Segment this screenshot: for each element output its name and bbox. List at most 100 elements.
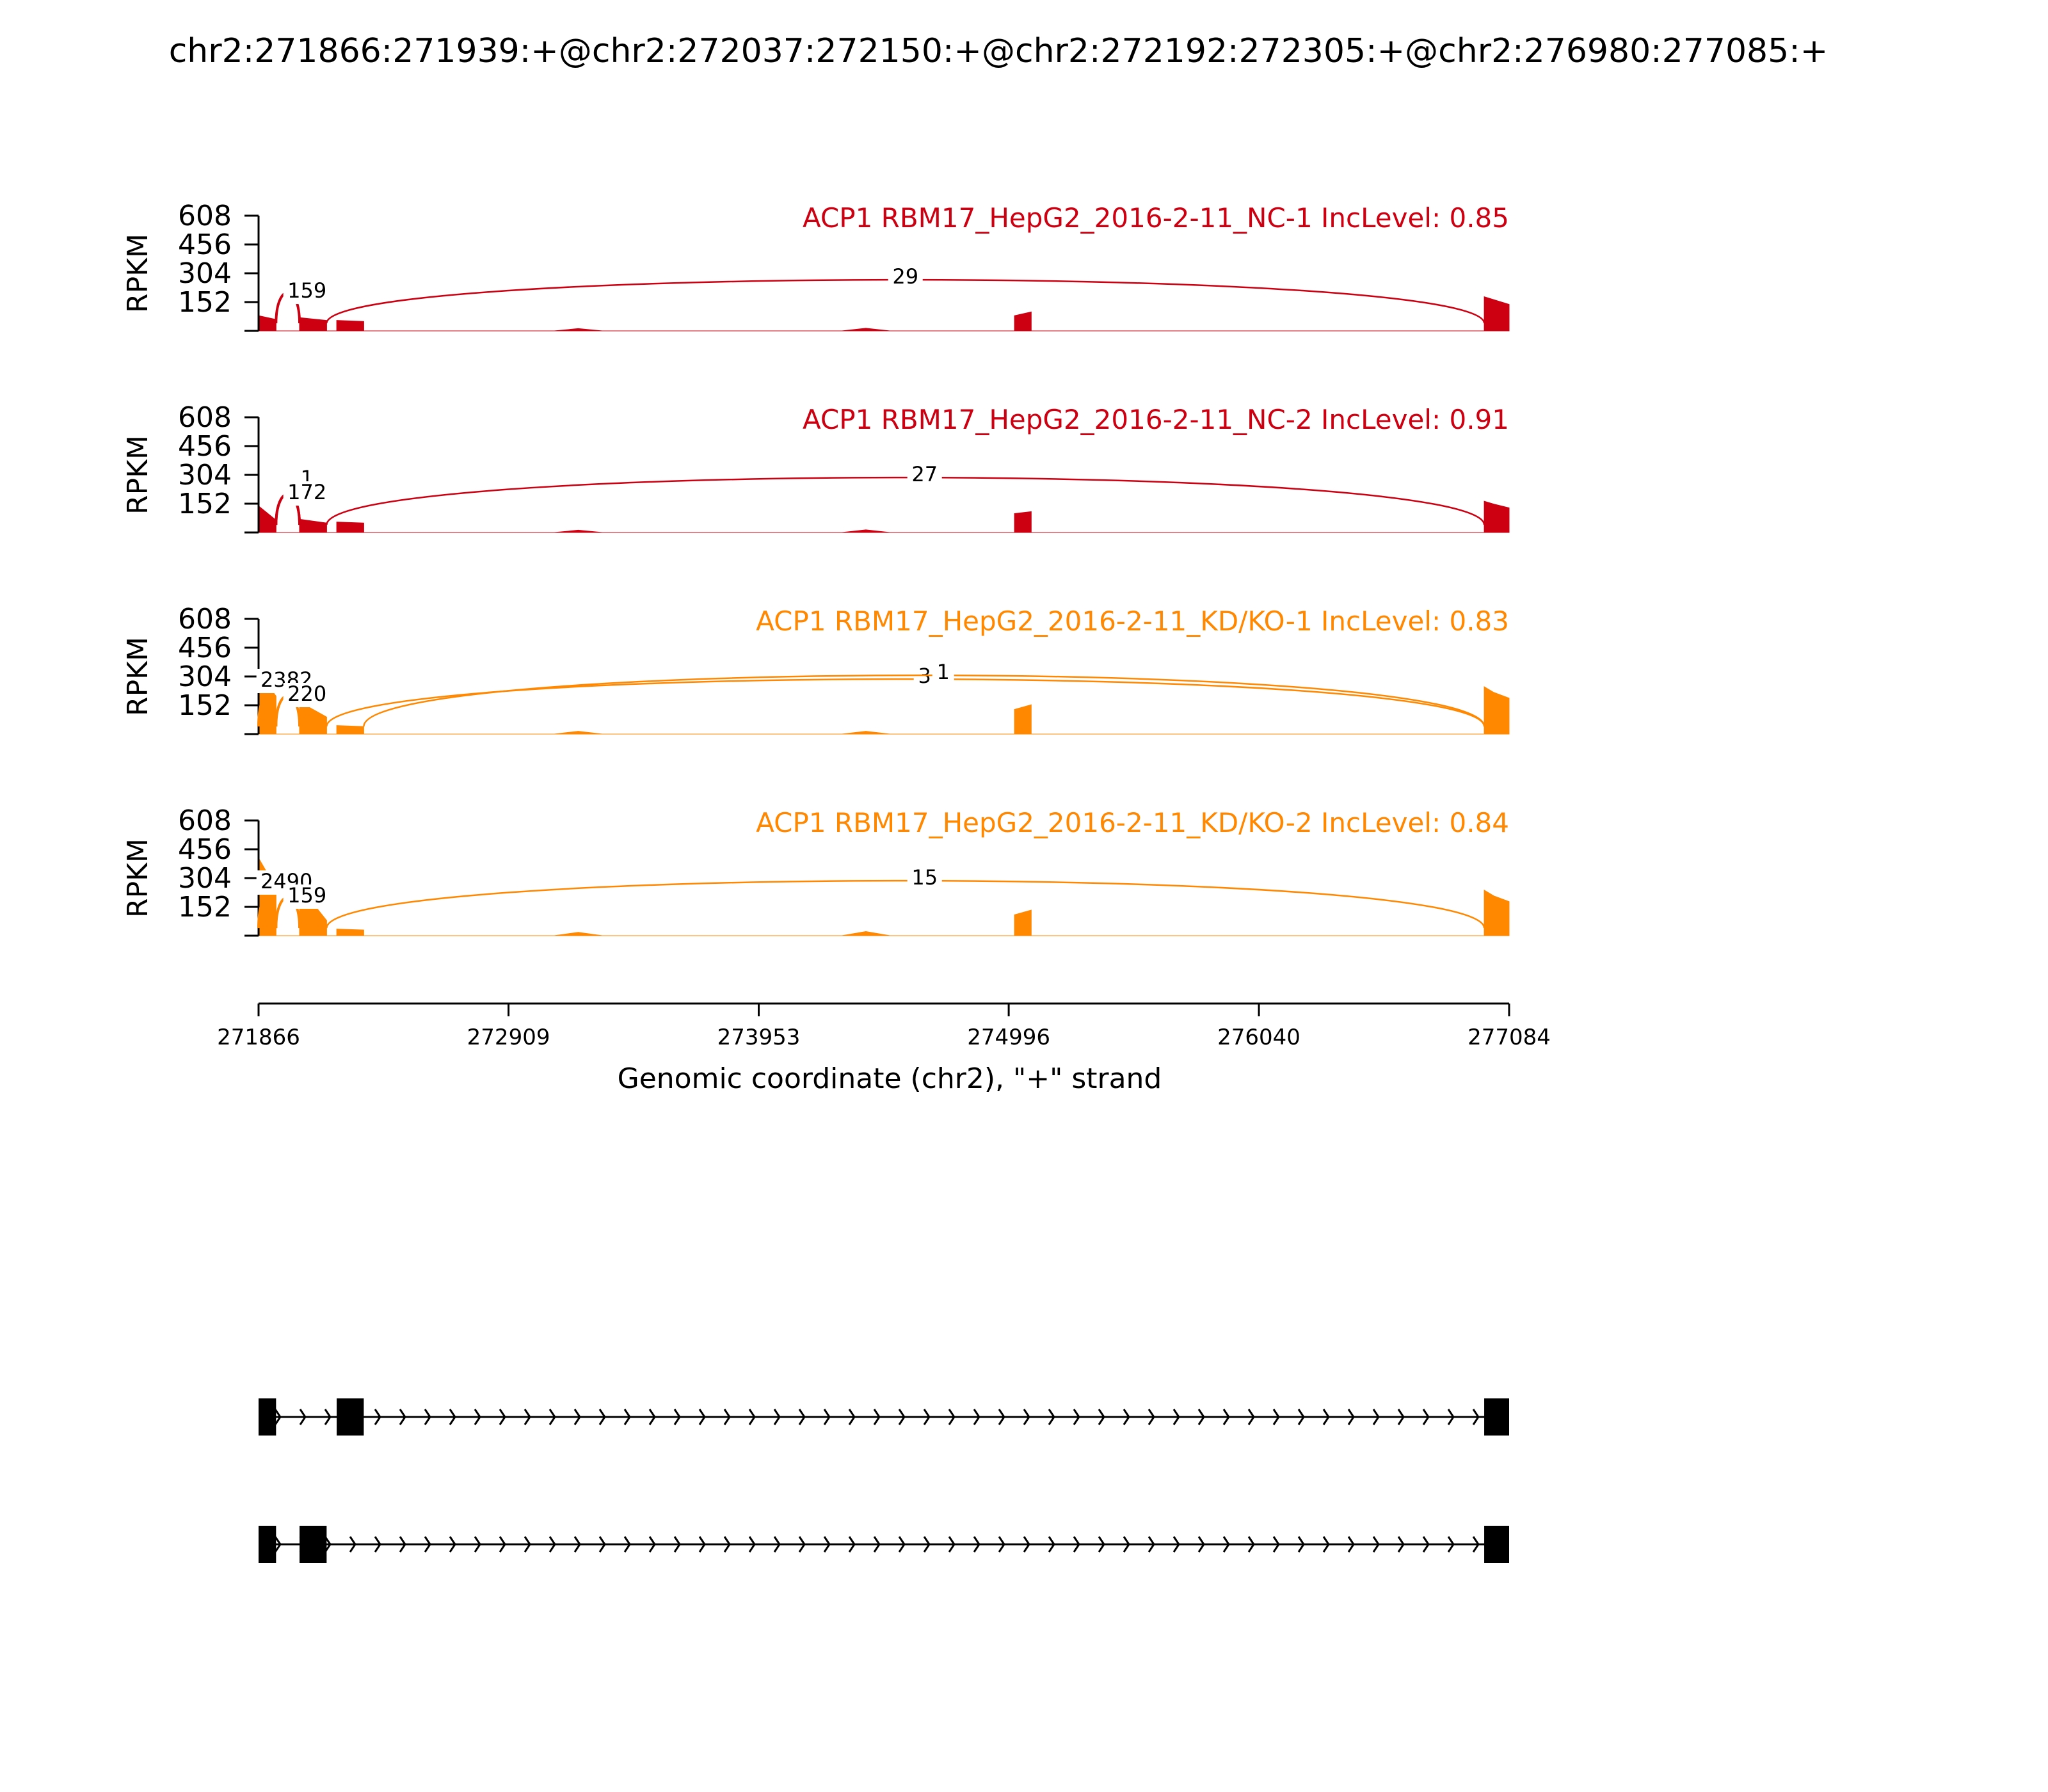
x-tick-label: 272909 <box>467 1025 550 1050</box>
strand-arrow <box>1222 1536 1230 1553</box>
coverage-area <box>258 296 1510 332</box>
strand-arrow <box>424 1409 431 1425</box>
strand-arrow <box>474 1536 481 1553</box>
strand-arrow <box>598 1409 606 1425</box>
strand-arrow <box>1073 1536 1080 1553</box>
junction-arc <box>326 678 1485 727</box>
strand-arrow <box>274 1409 282 1425</box>
strand-arrow <box>923 1536 931 1553</box>
strand-arrow <box>1148 1409 1155 1425</box>
strand-arrow <box>1372 1536 1380 1553</box>
junction-arc <box>363 674 1485 727</box>
junction-label-bg <box>283 884 331 909</box>
strand-arrow <box>773 1536 781 1553</box>
figure-title: chr2:271866:271939:+@chr2:272037:272150:… <box>169 32 1828 70</box>
exon-block <box>300 1526 327 1563</box>
y-tick-label: 608 <box>178 200 232 232</box>
strand-arrow <box>449 1409 456 1425</box>
junction-arc <box>257 896 278 929</box>
strand-arrow <box>424 1536 431 1553</box>
strand-arrow <box>1073 1409 1080 1425</box>
sample-title: ACP1 RBM17_HepG2_2016-2-11_NC-2 IncLevel… <box>803 404 1509 435</box>
strand-arrow <box>1297 1536 1305 1553</box>
y-tick-label: 608 <box>178 603 232 636</box>
junction-count-label: 220 <box>287 682 326 706</box>
y-tick-label: 304 <box>178 459 232 492</box>
y-tick-label: 456 <box>178 632 232 664</box>
y-axis-label: RPKM <box>122 838 154 918</box>
exon-block <box>259 1526 276 1563</box>
strand-arrow <box>798 1409 806 1425</box>
y-tick-label: 304 <box>178 862 232 895</box>
y-tick-label: 608 <box>178 401 232 434</box>
strand-arrow <box>299 1409 307 1425</box>
strand-arrow <box>948 1536 956 1553</box>
strand-arrow <box>1197 1409 1205 1425</box>
strand-arrow <box>324 1409 332 1425</box>
x-tick-label: 273953 <box>717 1025 801 1050</box>
strand-arrow <box>274 1536 282 1553</box>
strand-arrow <box>698 1409 706 1425</box>
strand-arrow <box>998 1409 1005 1425</box>
strand-arrow <box>673 1409 681 1425</box>
exon-block <box>337 1398 364 1436</box>
strand-arrow <box>1447 1409 1455 1425</box>
junction-count-label: 27 <box>911 462 938 486</box>
y-tick-label: 456 <box>178 430 232 463</box>
strand-arrow <box>1297 1409 1305 1425</box>
strand-arrow <box>823 1536 831 1553</box>
x-tick-label: 276040 <box>1217 1025 1300 1050</box>
transcript-model <box>259 1398 1509 1436</box>
strand-arrow <box>399 1536 406 1553</box>
strand-arrow <box>1272 1409 1280 1425</box>
strand-arrow <box>1247 1409 1255 1425</box>
coverage-area <box>258 670 1510 735</box>
strand-arrow <box>1422 1536 1430 1553</box>
strand-arrow <box>723 1409 731 1425</box>
strand-arrow <box>598 1536 606 1553</box>
strand-arrow <box>623 1536 631 1553</box>
strand-arrow <box>998 1536 1005 1553</box>
y-axis-label: RPKM <box>122 637 154 716</box>
y-tick-label: 608 <box>178 804 232 837</box>
strand-arrow <box>1048 1536 1055 1553</box>
strand-arrow <box>573 1409 581 1425</box>
strand-arrow <box>798 1536 806 1553</box>
x-tick-label: 271866 <box>217 1025 300 1050</box>
sample-title: ACP1 RBM17_HepG2_2016-2-11_KD/KO-2 IncLe… <box>756 807 1509 838</box>
strand-arrow <box>1222 1409 1230 1425</box>
x-axis-label: Genomic coordinate (chr2), "+" strand <box>618 1062 1162 1095</box>
genomic-x-axis: Genomic coordinate (chr2), "+" strand 27… <box>217 1002 1551 1095</box>
strand-arrow <box>548 1409 556 1425</box>
y-tick-label: 304 <box>178 257 232 290</box>
strand-arrow <box>1472 1409 1480 1425</box>
transcript-models <box>259 1398 1509 1563</box>
junction-count-label: 172 <box>287 480 326 504</box>
strand-arrow <box>898 1536 906 1553</box>
strand-arrow <box>1322 1409 1330 1425</box>
strand-arrow <box>1048 1409 1055 1425</box>
y-tick-label: 152 <box>178 689 232 722</box>
junction-label-bg <box>283 683 331 707</box>
strand-arrow <box>1123 1536 1130 1553</box>
junction-label-bg <box>913 665 936 690</box>
sample-title: ACP1 RBM17_HepG2_2016-2-11_KD/KO-1 IncLe… <box>756 605 1509 637</box>
strand-arrow <box>648 1536 656 1553</box>
exon-block <box>1484 1398 1509 1436</box>
strand-arrow <box>648 1409 656 1425</box>
strand-arrow <box>399 1409 406 1425</box>
strand-arrow <box>948 1409 956 1425</box>
strand-arrow <box>1098 1409 1105 1425</box>
strand-arrow <box>923 1409 931 1425</box>
y-tick-label: 304 <box>178 660 232 693</box>
junction-label-bg <box>283 280 331 304</box>
strand-arrow <box>748 1536 756 1553</box>
strand-arrow <box>1172 1409 1180 1425</box>
transcript-model <box>259 1526 1509 1563</box>
exon-block <box>1484 1526 1509 1563</box>
strand-arrow <box>848 1409 856 1425</box>
strand-arrow <box>474 1409 481 1425</box>
strand-arrow <box>873 1536 881 1553</box>
y-tick-label: 456 <box>178 833 232 866</box>
